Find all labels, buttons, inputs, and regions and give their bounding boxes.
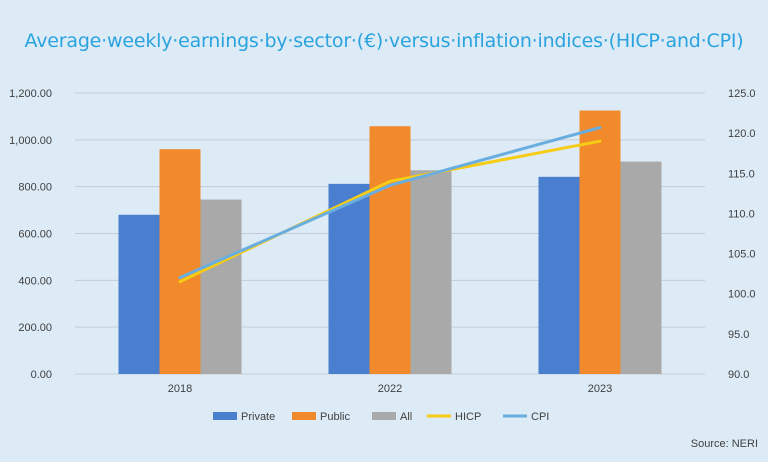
legend-label-hicp: HICP	[455, 411, 481, 423]
bar-private	[118, 214, 160, 374]
y-right-tick-label: 100.0	[728, 289, 756, 301]
legend-label-public: Public	[320, 411, 350, 423]
legend-label-cpi: CPI	[531, 411, 549, 423]
x-tick-label: 2022	[378, 383, 402, 395]
bar-private	[328, 183, 370, 374]
line-cpi	[178, 126, 602, 280]
legend-label-all: All	[400, 411, 412, 423]
y-right-tick-label: 105.0	[728, 249, 756, 261]
y-right-tick-label: 115.0	[728, 168, 755, 180]
y-right-tick-label: 95.0	[728, 329, 749, 341]
bar-public	[369, 126, 411, 374]
y-right-tick-label: 110.0	[728, 208, 755, 220]
legend-label-private: Private	[241, 411, 275, 423]
legend-swatch-private	[213, 412, 237, 420]
y-right-tick-label: 125.0	[728, 88, 756, 100]
y-right-tick-label: 90.0	[728, 369, 749, 381]
y-left-tick-label: 0.00	[31, 369, 52, 381]
bar-all	[620, 161, 662, 374]
bar-public	[159, 149, 201, 374]
legend-swatch-public	[292, 412, 316, 420]
chart-title: Average·weekly·earnings·by·sector·(€)·ve…	[24, 30, 744, 52]
bar-public	[579, 110, 621, 374]
bar-all	[200, 199, 242, 374]
y-right-tick-label: 120.0	[728, 128, 756, 140]
legend-swatch-all	[372, 412, 396, 420]
y-left-tick-label: 1,200.00	[9, 88, 52, 100]
bar-all	[410, 170, 452, 374]
y-left-tick-label: 1,000.00	[9, 135, 52, 147]
y-left-tick-label: 800.00	[18, 182, 52, 194]
bar-private	[538, 176, 580, 374]
y-left-tick-label: 400.00	[18, 275, 52, 287]
y-left-tick-label: 600.00	[18, 229, 52, 241]
x-tick-label: 2023	[588, 383, 612, 395]
y-left-tick-label: 200.00	[18, 322, 52, 334]
x-tick-label: 2018	[168, 383, 192, 395]
source-note: Source: NERI	[690, 438, 758, 450]
